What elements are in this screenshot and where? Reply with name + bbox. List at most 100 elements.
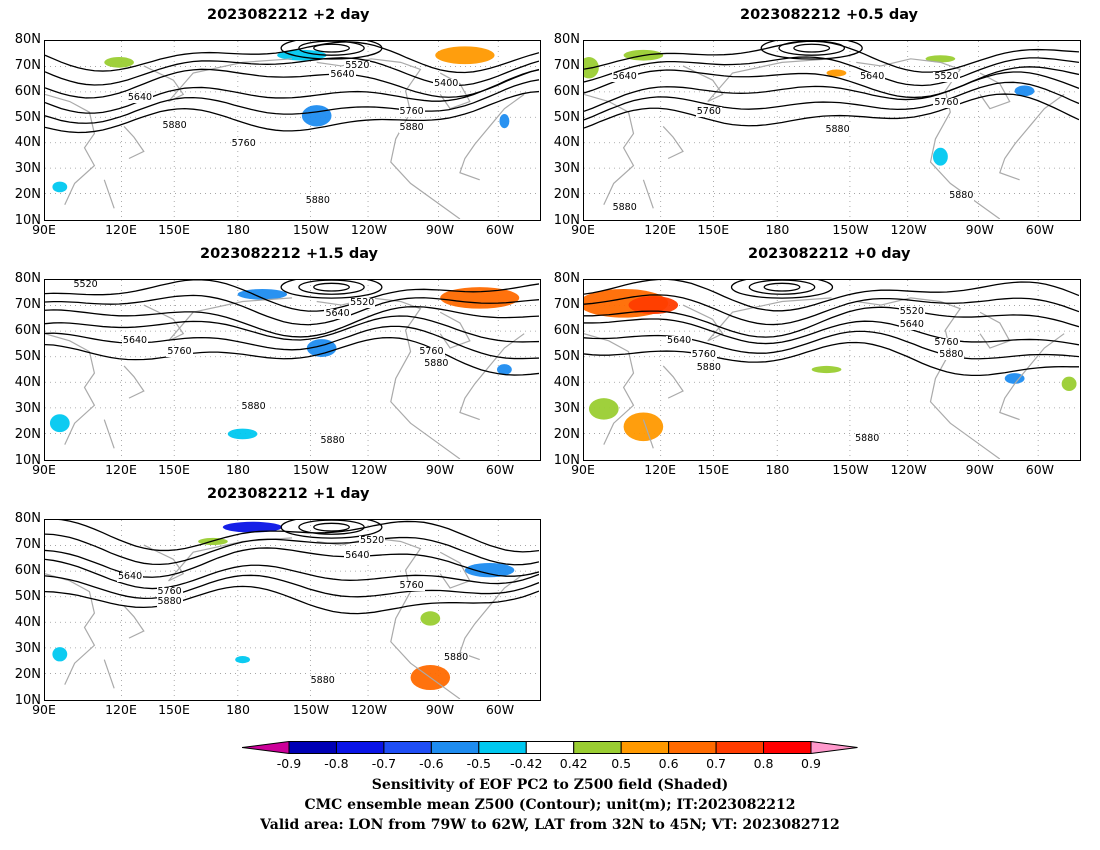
contour-label: 5880	[824, 124, 851, 135]
colorbar-arrow-left	[242, 741, 290, 754]
contour-label: 5640	[324, 308, 351, 319]
coastline	[584, 334, 634, 445]
lon-tick-label: 180	[226, 222, 250, 237]
coastline	[460, 334, 524, 420]
lon-tick-label: 150W	[292, 702, 330, 717]
lon-tick-label: 180	[765, 222, 790, 237]
z500-closed-contour	[314, 44, 350, 52]
sensitivity-shading	[435, 46, 495, 65]
z500-closed-contour	[299, 41, 364, 55]
contour-label: 5520	[359, 535, 386, 547]
contour-label: 5640	[344, 549, 371, 561]
z500-contour	[45, 70, 539, 113]
contour-label: 5880	[695, 361, 722, 373]
sensitivity-shading	[826, 69, 847, 77]
caption-line-2: CMC ensemble mean Z500 (Contour); unit(m…	[304, 797, 796, 813]
coastline	[144, 59, 292, 102]
sensitivity-shading	[237, 288, 288, 300]
z500-contour	[45, 559, 539, 588]
z500-contour	[45, 80, 539, 123]
lat-tick-label: 30N	[14, 401, 41, 416]
contour-label: 5760	[156, 585, 183, 597]
lon-tick-label: 120W	[350, 222, 388, 237]
coastline	[124, 606, 144, 638]
lat-tick-label: 50N	[14, 109, 41, 125]
coastline	[663, 126, 683, 158]
coastline	[104, 660, 114, 689]
contour-label: 5760	[166, 345, 193, 357]
z500-contour	[584, 57, 1079, 85]
lon-tick-label: 150W	[292, 462, 330, 477]
lat-tick-label: 60N	[553, 323, 580, 338]
contour-label: 5640	[121, 334, 149, 346]
sensitivity-shading	[588, 398, 619, 420]
lat-tick-label: 20N	[14, 187, 41, 203]
sensitivity-shading	[925, 55, 956, 63]
sensitivity-shading	[52, 647, 68, 662]
z500-contour	[584, 82, 1079, 120]
coastline	[144, 298, 292, 341]
sensitivity-shading	[420, 611, 441, 626]
panel-title-2: 2023082212 +0.5 day	[740, 7, 918, 23]
caption-line-3: Valid area: LON from 79W to 62W, LAT fro…	[260, 817, 840, 833]
map-frame-2: 5640 5640 5520 5760 5760 5880 5880 5880	[583, 40, 1081, 221]
contour-label: 5640	[611, 70, 638, 82]
lon-tick-label: 90W	[425, 222, 455, 237]
coastline	[440, 312, 470, 348]
lat-tick-label: 30N	[14, 161, 41, 177]
z500-contour	[45, 280, 539, 311]
coastline	[1000, 94, 1064, 179]
lat-tick-label: 10N	[553, 453, 580, 468]
lon-tick-label: 150E	[158, 222, 190, 237]
contour-label: 5520	[349, 297, 376, 309]
z500-contour	[584, 67, 1079, 98]
lon-tick-label: 90W	[425, 702, 455, 717]
colorbar-tick-label: -0.5	[466, 756, 491, 771]
lon-tick-label: 60W	[485, 222, 515, 237]
z500-closed-contour	[764, 283, 800, 291]
contour-label: 5400	[433, 77, 460, 89]
sensitivity-shading	[222, 521, 283, 533]
coastline	[104, 420, 114, 449]
lon-tick-label: 90E	[32, 702, 56, 717]
lat-tick-label: 20N	[14, 667, 41, 682]
z500-closed-contour	[281, 280, 382, 298]
z500-contour	[45, 520, 539, 552]
panel-title-3: 2023082212 +1.5 day	[200, 246, 378, 262]
lon-tick-label: 120E	[105, 462, 137, 477]
sensitivity-shading	[301, 105, 332, 127]
lon-tick-label: 90W	[965, 462, 994, 477]
colorbar-box	[525, 741, 575, 754]
caption-line-1: Sensitivity of EOF PC2 to Z500 field (Sh…	[371, 777, 729, 793]
colorbar-box	[383, 741, 432, 754]
colorbar-tick-label: 0.6	[658, 756, 679, 771]
sensitivity-shading	[811, 365, 842, 374]
z500-closed-contour	[281, 41, 382, 59]
lat-tick-label: 80N	[14, 271, 41, 286]
lat-tick-label: 20N	[553, 187, 580, 203]
z500-contour	[584, 72, 1079, 111]
contour-label: 5760	[230, 138, 257, 150]
lat-tick-label: 50N	[553, 109, 580, 125]
contour-label: 5880	[240, 401, 267, 413]
lat-tick-label: 80N	[553, 32, 580, 47]
contour-label: 5880	[309, 675, 336, 687]
panel-title-5: 2023082212 +1 day	[207, 486, 370, 502]
z500-contour	[45, 338, 539, 375]
map-canvas	[45, 41, 539, 219]
coastline	[124, 366, 144, 398]
z500-contour	[584, 295, 1079, 325]
contour-label: 5880	[938, 349, 965, 361]
sensitivity-shading	[52, 181, 68, 193]
lat-tick-label: 40N	[14, 375, 41, 390]
lat-tick-label: 40N	[553, 135, 580, 151]
sensitivity-shading	[49, 414, 70, 433]
contour-label: 5880	[611, 202, 638, 214]
coastline	[683, 298, 832, 341]
z500-contour	[45, 586, 539, 613]
z500-contour	[45, 42, 539, 73]
map-frame-4: 5520 5640 5640 5760 5760 5880 5880 5880	[583, 279, 1081, 461]
lon-tick-label: 90E	[571, 462, 595, 477]
coastline	[643, 180, 653, 208]
coastline	[980, 312, 1010, 348]
